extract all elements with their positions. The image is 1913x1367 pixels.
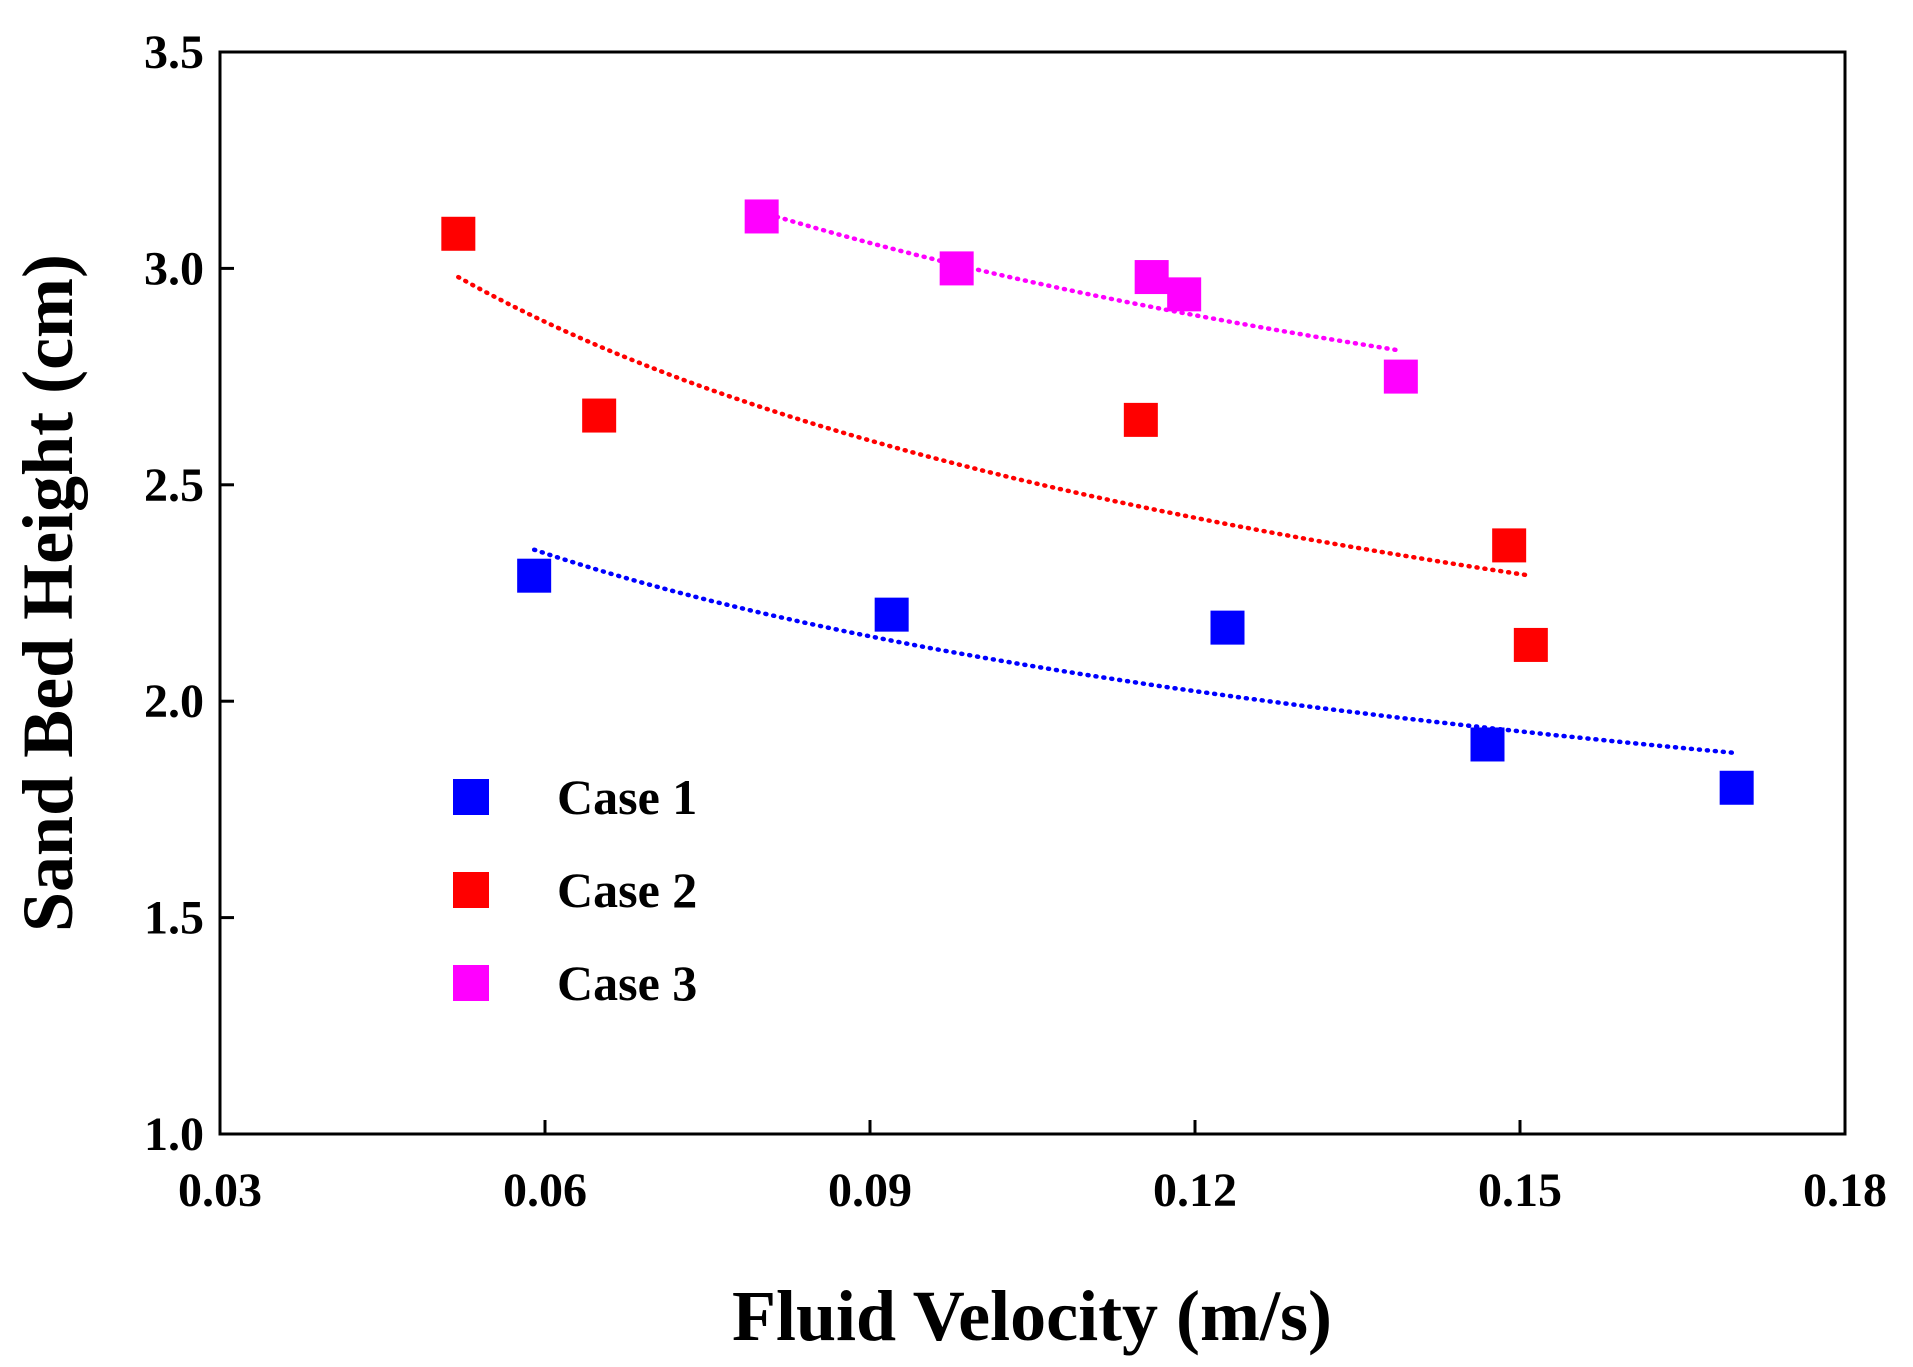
legend-marker-case-3 xyxy=(453,965,489,1001)
point-case-3 xyxy=(1134,260,1169,295)
x-tick-label: 0.12 xyxy=(1153,1164,1237,1217)
legend: Case 1 Case 2 Case 3 xyxy=(453,769,697,1011)
plot-frame xyxy=(218,50,1847,1136)
point-case-1 xyxy=(874,597,909,632)
y-tick-label: 2.0 xyxy=(144,675,204,728)
y-tick-label: 3.5 xyxy=(144,26,204,79)
point-case-2 xyxy=(1123,402,1158,437)
y-tick-label: 2.5 xyxy=(144,459,204,512)
legend-label-case-2: Case 2 xyxy=(557,862,697,918)
point-case-2 xyxy=(441,216,476,251)
y-tick-label: 1.5 xyxy=(144,892,204,945)
x-tick-label: 0.15 xyxy=(1478,1164,1562,1217)
data-points xyxy=(441,199,1754,805)
x-axis: 0.03 0.06 0.09 0.12 0.15 0.18 xyxy=(178,1120,1887,1217)
trendlines xyxy=(456,209,1739,756)
x-tick-label: 0.06 xyxy=(503,1164,587,1217)
point-case-2 xyxy=(1492,528,1527,563)
point-case-1 xyxy=(1719,770,1754,805)
trendline-case-2 xyxy=(456,274,1534,578)
y-tick-label: 1.0 xyxy=(144,1108,204,1161)
point-case-1 xyxy=(1470,727,1505,762)
point-case-1 xyxy=(1210,610,1245,645)
point-case-3 xyxy=(1383,359,1418,394)
trendline-case-1 xyxy=(531,547,1739,756)
x-tick-label: 0.09 xyxy=(828,1164,912,1217)
point-case-3 xyxy=(939,251,974,286)
y-axis-title: Sand Bed Height (cm) xyxy=(8,254,88,932)
legend-label-case-3: Case 3 xyxy=(557,955,697,1011)
point-case-1 xyxy=(517,558,552,593)
legend-marker-case-1 xyxy=(453,779,489,815)
point-case-2 xyxy=(582,398,617,433)
y-axis: 1.0 1.5 2.0 2.5 3.0 3.5 xyxy=(144,26,234,1161)
x-tick-label: 0.18 xyxy=(1803,1164,1887,1217)
y-tick-label: 3.0 xyxy=(144,242,204,295)
point-case-3 xyxy=(744,199,779,234)
x-tick-label: 0.03 xyxy=(178,1164,262,1217)
point-case-3 xyxy=(1167,277,1202,312)
point-case-2 xyxy=(1513,627,1548,662)
legend-label-case-1: Case 1 xyxy=(557,769,697,825)
legend-marker-case-2 xyxy=(453,872,489,908)
trendline-case-3 xyxy=(759,209,1404,353)
x-axis-title: Fluid Velocity (m/s) xyxy=(732,1276,1332,1356)
